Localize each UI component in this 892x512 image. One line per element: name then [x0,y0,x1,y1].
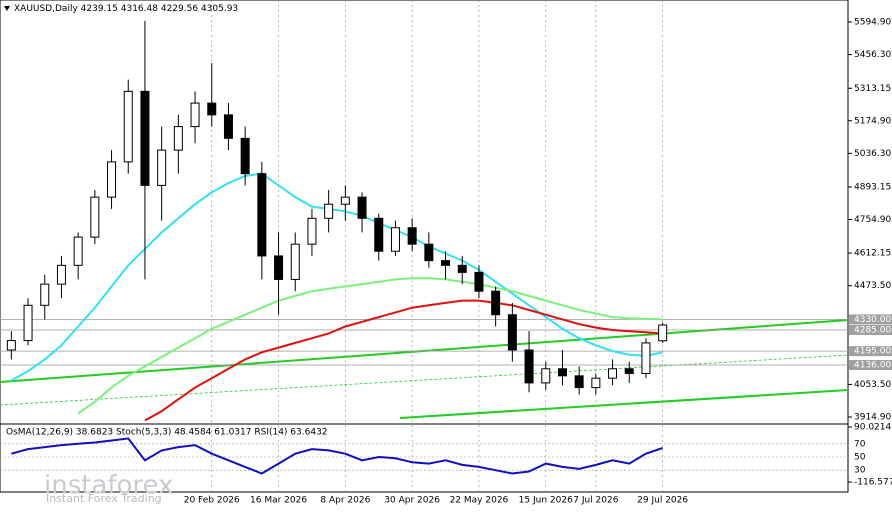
high: 4316.48 [121,4,158,14]
symbol: XAUUSD,Daily [14,4,78,14]
x-tick-label: 20 Feb 2026 [184,496,240,506]
watermark-slogan: Instant Forex Trading [46,492,162,505]
y2-tick-label: -116.5775 [854,478,892,488]
y-tick-label: 4754.90 [854,215,891,225]
y-tick-label: 3914.90 [854,413,891,423]
indicator-line [77,277,663,415]
candle-body [173,126,183,151]
candle-body [140,90,150,186]
y-tick-label: 4053.50 [854,380,891,390]
trend-line [399,389,849,419]
level-box [849,346,892,357]
candle-body [23,304,33,342]
candle-body [641,342,651,374]
x-tick-label: 7 Jul 2026 [573,496,618,506]
y-tick-label: 5036.30 [854,149,891,159]
candle-body [507,314,517,351]
candle-body [374,217,384,252]
low: 4229.56 [161,4,198,14]
menu-arrow[interactable] [4,6,10,11]
y-tick-label: 4473.50 [854,281,891,291]
candle-body [658,324,668,342]
x-tick-label: 8 Apr 2026 [320,496,370,506]
candle-body [340,196,350,205]
open: 4239.15 [81,4,118,14]
y-tick-label: 70 [854,439,866,449]
y-tick-label: 30 [854,466,866,476]
indicator-line [144,299,663,422]
level-box [849,324,892,335]
level-box [849,360,892,371]
watermark-brand: instaforex [44,471,173,501]
chart-header: XAUUSD,Daily 4239.15 4316.48 4229.56 430… [14,4,238,14]
candle-body [190,102,200,128]
indicator-line [10,172,663,382]
indicator-title: OsMA(12,26,9) 38.6823 Stoch(5,3,3) 48.45… [6,428,328,438]
candle-body [524,349,534,384]
candle-body [6,340,16,351]
y-tick-label: 5456.30 [854,50,891,60]
candle-body [357,196,367,219]
y-tick-label: 5594.90 [854,18,891,28]
candle-body [624,368,634,374]
x-tick-label: 29 Jul 2026 [637,496,688,506]
candle-body [307,217,317,245]
candle-body [491,290,501,316]
candle-body [541,368,551,384]
candle-body [90,196,100,238]
candle-body [274,255,284,280]
close: 4305.93 [201,4,238,14]
level-label: 4285.00 [854,325,891,335]
y-tick-label: 5313.15 [854,84,891,94]
y-tick-label: 4893.15 [854,183,891,193]
candle-body [557,368,567,377]
candle-body [474,271,484,292]
candle-body [608,368,618,379]
candle-body [390,227,400,252]
x-tick-label: 16 Mar 2026 [250,496,307,506]
candle-body [157,149,167,186]
candle-body [407,227,417,245]
level-box [849,314,892,325]
indicator-line [11,437,663,475]
candle-body [574,375,584,389]
trend-line [0,354,849,406]
plot-frame [0,0,849,493]
candle-body [223,114,233,139]
level-label: 4195.00 [854,347,891,357]
candle-body [73,236,83,266]
candle-body [424,243,434,262]
candle-body [207,102,217,116]
candle-body [441,260,451,266]
candle-body [457,264,467,273]
y-tick-label: 5174.90 [854,116,891,126]
x-tick-label: 22 May 2026 [450,496,509,506]
candle-body [123,90,133,163]
candle-body [56,264,66,285]
y-tick-label: 4612.15 [854,249,891,259]
candle-body [591,377,601,389]
candle-body [107,161,117,198]
candle-body [290,243,300,280]
candle-body [257,173,267,257]
level-label: 4330.00 [854,315,891,325]
level-label: 4136.00 [854,361,891,371]
y-tick-label: 50 [854,453,866,463]
y2-tick-label: 90.0214 [854,423,891,433]
x-tick-label: 15 Jun 2026 [519,496,573,506]
candle-body [40,283,50,306]
candle-body [324,203,334,219]
x-tick-label: 30 Apr 2026 [384,496,440,506]
candle-body [240,137,250,175]
